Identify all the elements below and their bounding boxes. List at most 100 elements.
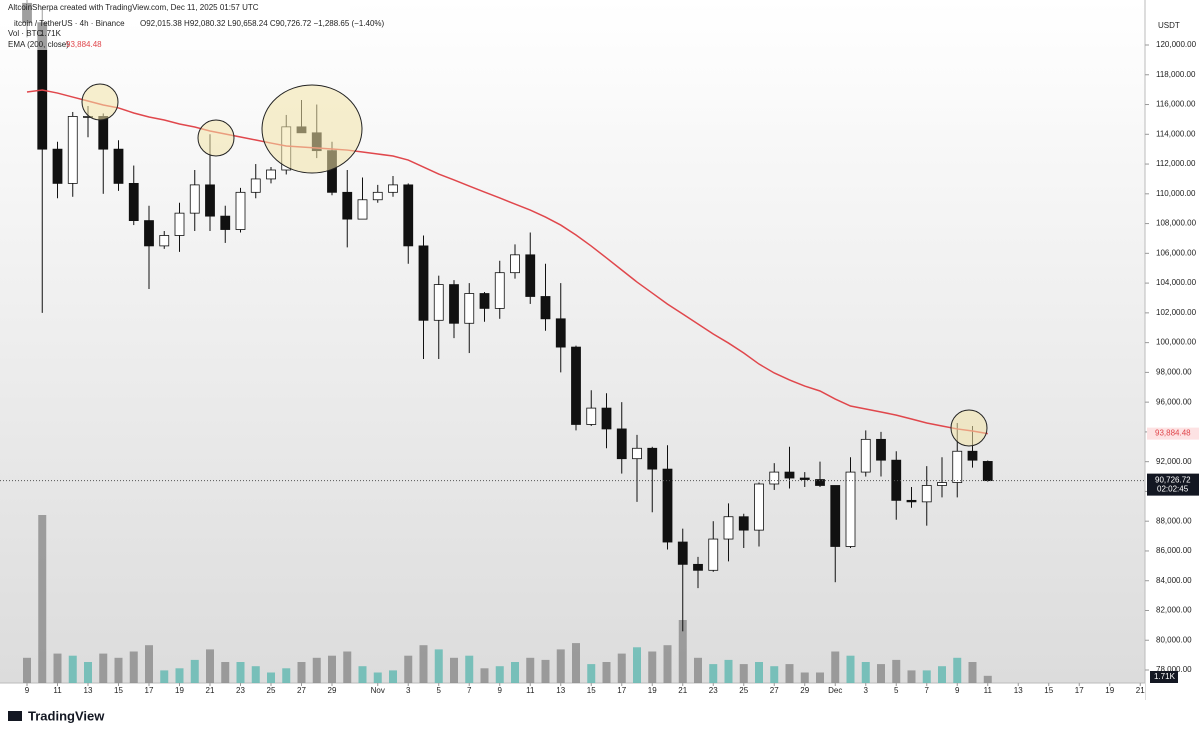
y-tick-label: 92,000.00 — [1156, 457, 1192, 466]
y-tick-label: 96,000.00 — [1156, 397, 1192, 406]
volume-bar — [785, 664, 794, 683]
x-tick-label: 17 — [145, 686, 154, 695]
candle-body — [540, 296, 551, 320]
x-tick-label: 13 — [556, 686, 565, 695]
y-tick-label: 108,000.00 — [1156, 219, 1197, 228]
x-tick-label: 27 — [770, 686, 779, 695]
volume-bar — [861, 662, 870, 683]
volume-bar — [755, 662, 763, 683]
candle-body — [860, 438, 871, 473]
volume-bar — [68, 655, 77, 683]
x-tick-label: 9 — [955, 686, 960, 695]
last-price-box — [1147, 473, 1199, 496]
volume-bar — [404, 655, 413, 683]
x-tick-label: 11 — [526, 686, 535, 695]
x-tick-label: 15 — [1044, 686, 1053, 695]
candle-body — [494, 272, 505, 309]
volume-bar — [892, 659, 901, 683]
y-tick-label: 84,000.00 — [1156, 576, 1192, 585]
candle-body — [388, 184, 398, 193]
x-tick-label: 11 — [53, 686, 62, 695]
volume-bar — [480, 668, 489, 683]
y-tick-label: 110,000.00 — [1156, 189, 1196, 198]
time-axis-background — [0, 683, 1145, 700]
x-tick-label: 23 — [236, 686, 245, 695]
candle-body — [555, 318, 566, 348]
candle-body — [67, 116, 78, 184]
candle-body — [601, 407, 612, 430]
volume-bar — [328, 655, 336, 683]
volume-bar — [938, 666, 946, 683]
footer-logo: TradingView — [8, 708, 105, 723]
volume-bar — [694, 657, 702, 683]
volume-bar — [175, 668, 184, 683]
volume-bar — [38, 515, 47, 683]
volume-bar — [633, 647, 641, 683]
highlight-circle — [950, 409, 988, 447]
volume-bar — [968, 662, 977, 683]
volume-bar — [739, 664, 748, 683]
volume-bar — [450, 657, 458, 683]
annotation-circles — [81, 83, 988, 447]
volume-bar — [816, 672, 824, 683]
x-tick-label: 19 — [1105, 686, 1114, 695]
volume-bar — [831, 651, 840, 683]
y-tick-label: 82,000.00 — [1156, 606, 1192, 615]
volume-bar — [800, 672, 809, 683]
volume-bar — [602, 662, 611, 683]
volume-bar — [373, 672, 382, 683]
volume-bar — [617, 653, 626, 683]
volume-bar — [221, 662, 230, 683]
x-tick-label: 21 — [678, 686, 687, 695]
y-tick-label: 88,000.00 — [1156, 516, 1192, 525]
candle-body — [266, 169, 276, 180]
volume-legend-value: 1.71K — [40, 29, 62, 38]
volume-bar — [389, 670, 397, 683]
ohlc: O92,015.38 H92,080.32 L90,658.24 C90,726… — [140, 19, 385, 28]
x-tick-label: 13 — [84, 686, 93, 695]
candle-body — [845, 471, 856, 547]
y-tick-label: 114,000.00 — [1156, 129, 1196, 138]
y-tick-label: 78,000.00 — [1156, 665, 1192, 674]
y-tick-label: 120,000.00 — [1156, 40, 1197, 49]
candle-body — [830, 485, 841, 547]
ema-line — [26, 89, 988, 435]
price-axis-background — [1145, 0, 1200, 700]
candle-body — [769, 471, 780, 485]
volume-bar — [114, 657, 123, 683]
volume-bar — [84, 662, 92, 683]
candle-body — [403, 184, 414, 247]
volume-bar — [511, 662, 519, 683]
volume-bar — [190, 659, 199, 683]
candle-body — [738, 516, 749, 531]
y-tick-label: 80,000.00 — [1156, 635, 1192, 644]
x-tick-label: 5 — [437, 686, 442, 695]
x-tick-label: 5 — [894, 686, 899, 695]
candle-body — [98, 116, 109, 150]
volume-bar — [495, 666, 504, 683]
candle-body — [586, 407, 597, 425]
volume-bar — [145, 645, 153, 683]
candle-body — [723, 516, 734, 540]
footer-brand: TradingView — [28, 708, 105, 723]
candle-body — [906, 499, 917, 503]
candle-body — [982, 461, 993, 482]
volume-bar — [358, 666, 367, 683]
candle-body — [174, 212, 185, 236]
volume-bar — [23, 657, 31, 683]
x-tick-label: 19 — [648, 686, 657, 695]
candle-body — [189, 184, 200, 214]
volume-bar — [160, 670, 169, 683]
volume-bar — [922, 670, 931, 683]
volume-bar — [236, 662, 245, 683]
volume-bar — [556, 649, 565, 683]
candle-body — [571, 346, 581, 425]
candle-body — [449, 284, 459, 324]
candle-body — [876, 438, 886, 461]
x-tick-label: 11 — [984, 686, 993, 695]
candle-body — [52, 148, 63, 184]
volume-bar — [419, 645, 428, 683]
volume-bar — [99, 653, 108, 683]
x-tick-label: 15 — [114, 686, 123, 695]
candle-body — [662, 468, 673, 543]
